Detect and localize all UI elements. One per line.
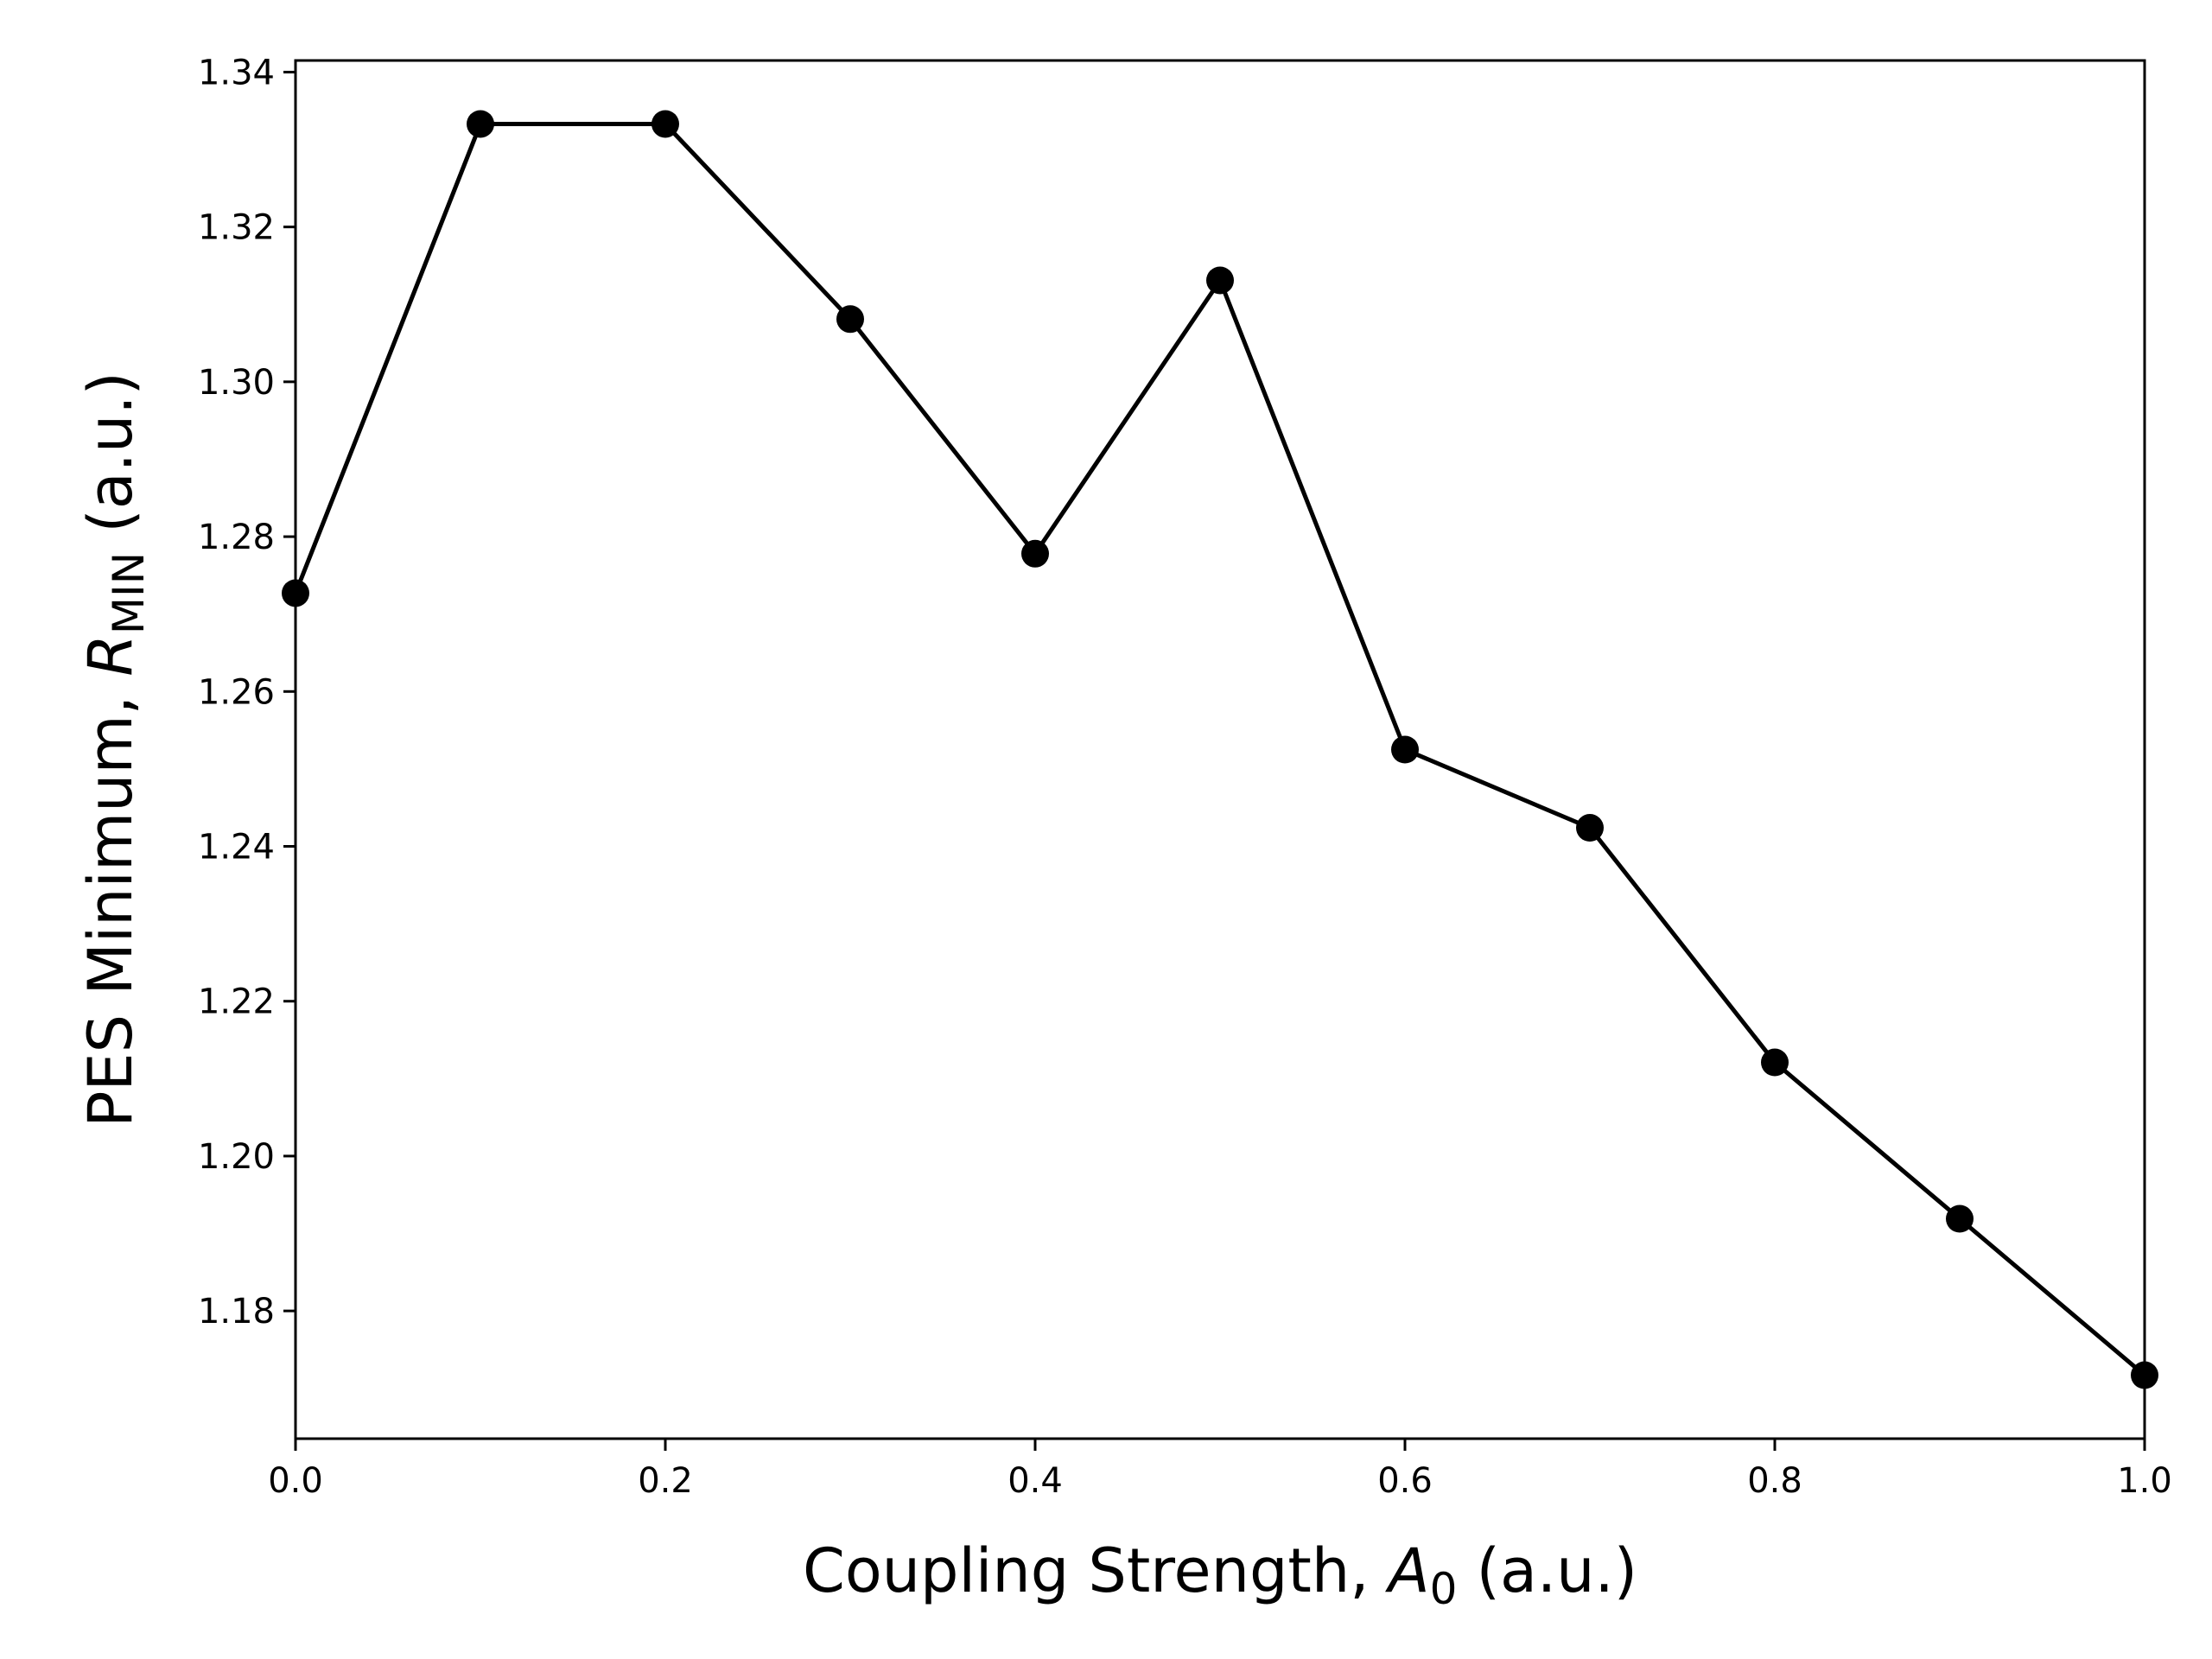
plot-area <box>282 110 2158 1389</box>
data-point <box>1391 735 1419 764</box>
x-tick-label: 0.4 <box>1007 1461 1063 1501</box>
x-axis-title-prefix: Coupling Strength, <box>803 1535 1389 1606</box>
y-tick-label: 1.34 <box>198 53 275 92</box>
data-point <box>1576 814 1604 842</box>
x-axis-title-suffix: (a.u.) <box>1457 1535 1637 1606</box>
y-tick-label: 1.32 <box>198 208 275 248</box>
x-tick-label: 0.0 <box>268 1461 323 1501</box>
y-tick-label: 1.22 <box>198 982 275 1022</box>
y-axis-ticks: 1.18 1.20 1.22 1.24 1.26 1.28 1.30 1.32 1.34 <box>198 53 296 1332</box>
x-tick-label: 0.8 <box>1747 1461 1802 1501</box>
y-tick-label: 1.30 <box>198 363 275 403</box>
y-tick-label: 1.24 <box>198 828 275 868</box>
y-axis-title-symbol: R <box>75 634 146 677</box>
y-axis-title: PES Minimum, RMIN (a.u.) <box>75 372 154 1128</box>
x-tick-label: 1.0 <box>2117 1461 2172 1501</box>
y-axis-title-subscript: MIN <box>104 552 154 634</box>
data-point <box>652 110 679 138</box>
y-tick-label: 1.26 <box>198 672 275 712</box>
data-point <box>836 305 864 334</box>
y-tick-label: 1.20 <box>198 1137 275 1177</box>
axes-frame <box>294 59 2146 1440</box>
x-axis-ticks: 0.0 0.2 0.4 0.6 0.8 1.0 <box>268 1439 2172 1501</box>
x-axis-title-symbol: A <box>1385 1535 1430 1606</box>
data-point <box>1021 539 1049 568</box>
data-point <box>1761 1048 1789 1077</box>
y-tick-label: 1.18 <box>198 1292 275 1332</box>
x-axis-title-subscript: 0 <box>1430 1564 1458 1614</box>
x-axis-title: Coupling Strength, A0 (a.u.) <box>803 1535 1637 1614</box>
y-axis-title-suffix: (a.u.) <box>75 372 146 552</box>
y-tick-label: 1.28 <box>198 518 275 557</box>
x-tick-label: 0.2 <box>638 1461 693 1501</box>
y-axis-title-prefix: PES Minimum, <box>75 677 146 1128</box>
data-point <box>1946 1205 1974 1233</box>
data-point <box>467 110 494 138</box>
x-tick-label: 0.6 <box>1377 1461 1433 1501</box>
data-point <box>1206 266 1234 295</box>
